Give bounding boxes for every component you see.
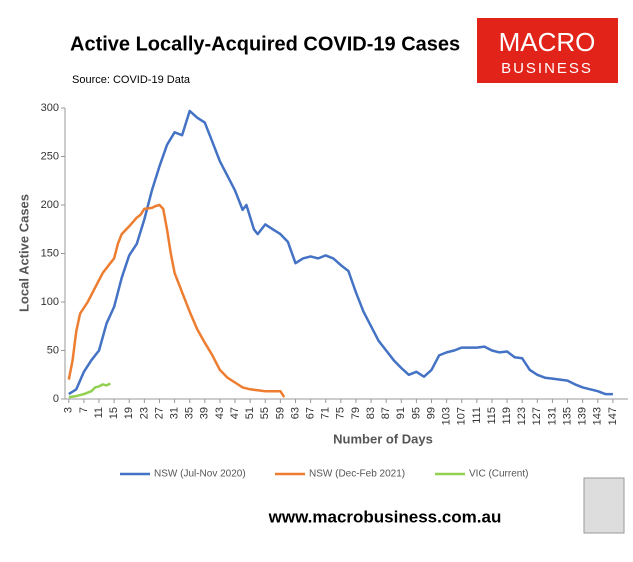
website: www.macrobusiness.com.au	[268, 507, 502, 526]
x-tick-label: 59	[274, 407, 286, 419]
x-tick-label: 131	[546, 407, 558, 425]
y-tick-label: 0	[53, 393, 59, 405]
x-tick-label: 95	[410, 407, 422, 419]
x-tick-label: 39	[199, 407, 211, 419]
chart-title: Active Locally-Acquired COVID-19 Cases	[70, 33, 460, 55]
x-tick-label: 115	[486, 407, 498, 425]
x-tick-label: 87	[380, 407, 392, 419]
x-tick-label: 23	[138, 407, 150, 419]
x-tick-label: 135	[561, 407, 573, 425]
series-line	[67, 203, 286, 398]
x-tick-label: 123	[516, 407, 528, 425]
wolf-icon	[583, 477, 625, 534]
x-tick-label: 103	[441, 407, 453, 425]
x-tick-label: 71	[320, 407, 332, 419]
logo-text: MACRO	[499, 27, 596, 57]
x-tick-label: 107	[456, 407, 468, 425]
x-tick-label: 7	[78, 407, 90, 413]
x-tick-label: 111	[471, 407, 483, 424]
x-tick-label: 91	[395, 407, 407, 419]
x-tick-label: 11	[93, 407, 105, 418]
x-tick-label: 139	[577, 407, 589, 425]
x-tick-label: 147	[607, 407, 619, 425]
logo-text: BUSINESS	[501, 60, 593, 77]
x-tick-label: 75	[335, 407, 347, 419]
x-tick-label: 51	[244, 407, 256, 419]
x-tick-label: 127	[531, 407, 543, 425]
x-tick-label: 3	[63, 407, 75, 413]
x-tick-label: 47	[229, 407, 241, 419]
series-line	[68, 382, 111, 399]
y-tick-label: 250	[41, 150, 59, 162]
x-tick-label: 119	[501, 407, 513, 425]
x-tick-label: 27	[153, 407, 165, 419]
legend-label: NSW (Dec-Feb 2021)	[309, 469, 405, 480]
x-tick-label: 55	[259, 407, 271, 419]
x-tick-label: 63	[289, 407, 301, 419]
x-tick-label: 79	[350, 407, 362, 419]
y-tick-label: 300	[41, 102, 59, 114]
logo-box	[477, 18, 618, 83]
x-tick-label: 43	[214, 407, 226, 419]
x-tick-label: 143	[592, 407, 604, 425]
series-line	[68, 109, 613, 396]
x-tick-label: 35	[184, 407, 196, 419]
y-tick-label: 150	[41, 247, 59, 259]
x-axis-label: Number of Days	[333, 431, 433, 446]
y-tick-label: 200	[41, 199, 59, 211]
x-tick-label: 31	[168, 407, 180, 419]
x-tick-label: 99	[425, 407, 437, 419]
y-axis-label: Local Active Cases	[16, 194, 31, 312]
x-tick-label: 83	[365, 407, 377, 419]
x-tick-label: 15	[108, 407, 120, 419]
y-tick-label: 50	[47, 344, 59, 356]
legend-label: NSW (Jul-Nov 2020)	[154, 469, 246, 480]
x-tick-label: 19	[123, 407, 135, 419]
x-tick-label: 67	[305, 407, 317, 419]
chart-subtitle: Source: COVID-19 Data	[72, 74, 191, 86]
y-tick-label: 100	[41, 296, 59, 308]
legend-label: VIC (Current)	[469, 469, 528, 480]
